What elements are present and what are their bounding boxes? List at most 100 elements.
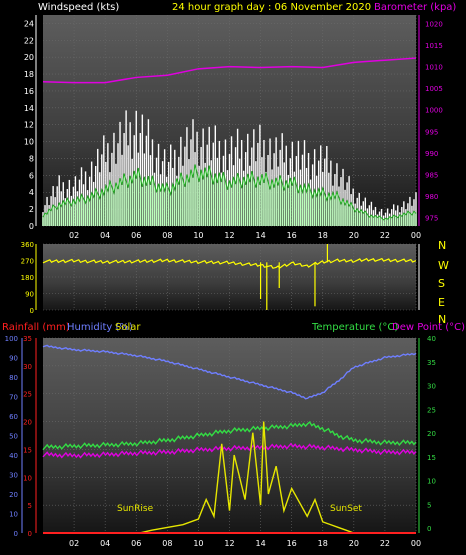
- wind-tick-label: 12: [24, 121, 34, 130]
- barometer-tick-label: 1005: [425, 85, 443, 93]
- average-wind-line: [42, 164, 417, 221]
- direction-tick-label: 90: [25, 291, 34, 299]
- x-tick-label: 10: [193, 539, 203, 548]
- x-tick-label: 08: [162, 539, 172, 548]
- direction-tick-label: 270: [21, 258, 34, 266]
- x-tick-label: 08: [162, 231, 172, 240]
- x-tick-label: 18: [318, 539, 328, 548]
- humidity-tick-label: 60: [9, 413, 18, 421]
- temperature-tick-label: 15: [427, 454, 436, 462]
- compass-label: E: [438, 296, 445, 309]
- rainfall-axis-label: Rainfall (mm): [2, 322, 70, 333]
- wind-axis-label: Windspeed (kts): [38, 2, 119, 13]
- x-tick-label: 20: [349, 231, 359, 240]
- x-tick-label: 00: [411, 539, 421, 548]
- barometer-tick-label: 995: [425, 128, 438, 136]
- temperature-line: [42, 421, 417, 451]
- temperature-tick-label: 25: [427, 406, 436, 414]
- wind-tick-label: 22: [24, 36, 34, 45]
- rainfall-tick-label: 20: [23, 419, 32, 427]
- barometer-tick-label: 975: [425, 214, 438, 222]
- solar-axis-label: Solar: [115, 322, 141, 333]
- x-tick-label: 02: [69, 231, 79, 240]
- x-tick-label: 14: [255, 231, 265, 240]
- temperature-tick-label: 30: [427, 383, 436, 391]
- barometer-line: [42, 57, 417, 84]
- x-tick-label: 18: [318, 231, 328, 240]
- temperature-tick-label: 20: [427, 430, 436, 438]
- dew-point-line: [42, 442, 417, 459]
- rainfall-tick-label: 15: [23, 446, 32, 454]
- x-tick-label: 16: [287, 231, 297, 240]
- sunrise-annotation: SunRise: [117, 504, 154, 514]
- rainfall-tick-label: 5: [28, 502, 32, 510]
- x-tick-label: 06: [131, 539, 141, 548]
- barometer-tick-label: 1000: [425, 107, 443, 115]
- x-tick-label: 16: [287, 539, 297, 548]
- x-tick-label: 12: [224, 539, 234, 548]
- barometer-tick-label: 990: [425, 150, 438, 158]
- rainfall-tick-label: 35: [23, 335, 32, 343]
- humidity-tick-label: 80: [9, 374, 18, 382]
- x-tick-label: 00: [411, 231, 421, 240]
- direction-line: [42, 257, 417, 269]
- compass-label: N: [438, 313, 446, 326]
- direction-tick-label: 360: [21, 241, 34, 249]
- barometer-tick-label: 1020: [425, 21, 443, 29]
- sunset-annotation: SunSet: [330, 504, 362, 514]
- temperature-tick-label: 0: [427, 525, 431, 533]
- temperature-tick-label: 40: [427, 335, 436, 343]
- rainfall-tick-label: 30: [23, 363, 32, 371]
- barometer-tick-label: 1010: [425, 64, 443, 72]
- wind-tick-label: 14: [24, 104, 34, 113]
- x-tick-label: 20: [349, 539, 359, 548]
- temperature-tick-label: 35: [427, 359, 436, 367]
- x-tick-label: 04: [100, 539, 110, 548]
- temperature-tick-label: 5: [427, 501, 431, 509]
- direction-tick-label: 0: [30, 307, 34, 315]
- compass-label: S: [438, 277, 445, 290]
- x-tick-label: 12: [224, 231, 234, 240]
- temperature-tick-label: 10: [427, 478, 436, 486]
- solar-line: [43, 421, 416, 534]
- humidity-tick-label: 30: [9, 472, 18, 480]
- wind-tick-label: 16: [24, 87, 34, 96]
- wind-tick-label: 24: [24, 19, 34, 28]
- x-tick-label: 22: [380, 231, 390, 240]
- humidity-tick-label: 50: [9, 433, 18, 441]
- wind-tick-label: 4: [29, 188, 34, 197]
- direction-tick-label: 180: [21, 274, 34, 282]
- x-tick-label: 22: [380, 539, 390, 548]
- x-tick-label: 04: [100, 231, 110, 240]
- x-tick-label: 10: [193, 231, 203, 240]
- rainfall-tick-label: 10: [23, 474, 32, 482]
- compass-label: W: [438, 259, 449, 272]
- wind-tick-label: 20: [24, 53, 34, 62]
- wind-tick-label: 10: [24, 138, 34, 147]
- humidity-line: [42, 344, 417, 400]
- compass-label: N: [438, 239, 446, 252]
- rainfall-tick-label: 0: [28, 530, 32, 538]
- barometer-tick-label: 1015: [425, 42, 443, 50]
- temperature-axis-label: Temperature (°C): [311, 322, 398, 333]
- wind-tick-label: 0: [29, 222, 34, 231]
- humidity-tick-label: 10: [9, 511, 18, 519]
- humidity-tick-label: 90: [9, 355, 18, 363]
- x-tick-label: 14: [255, 539, 265, 548]
- humidity-tick-label: 100: [5, 335, 18, 343]
- chart-title: 24 hour graph day : 06 November 2020: [172, 2, 371, 13]
- barometer-axis-label: Barometer (kpa): [374, 2, 456, 13]
- x-tick-label: 06: [131, 231, 141, 240]
- humidity-tick-label: 20: [9, 491, 18, 499]
- humidity-tick-label: 0: [14, 530, 18, 538]
- wind-tick-label: 8: [29, 154, 34, 163]
- humidity-tick-label: 70: [9, 394, 18, 402]
- humidity-tick-label: 40: [9, 452, 18, 460]
- wind-tick-label: 18: [24, 70, 34, 79]
- dewpoint-axis-label: Dew Point (°C): [392, 322, 465, 333]
- barometer-tick-label: 985: [425, 171, 438, 179]
- barometer-tick-label: 980: [425, 193, 438, 201]
- x-tick-label: 02: [69, 539, 79, 548]
- wind-tick-label: 2: [29, 205, 34, 214]
- humidity-axis-label: Humidity (%): [67, 322, 133, 333]
